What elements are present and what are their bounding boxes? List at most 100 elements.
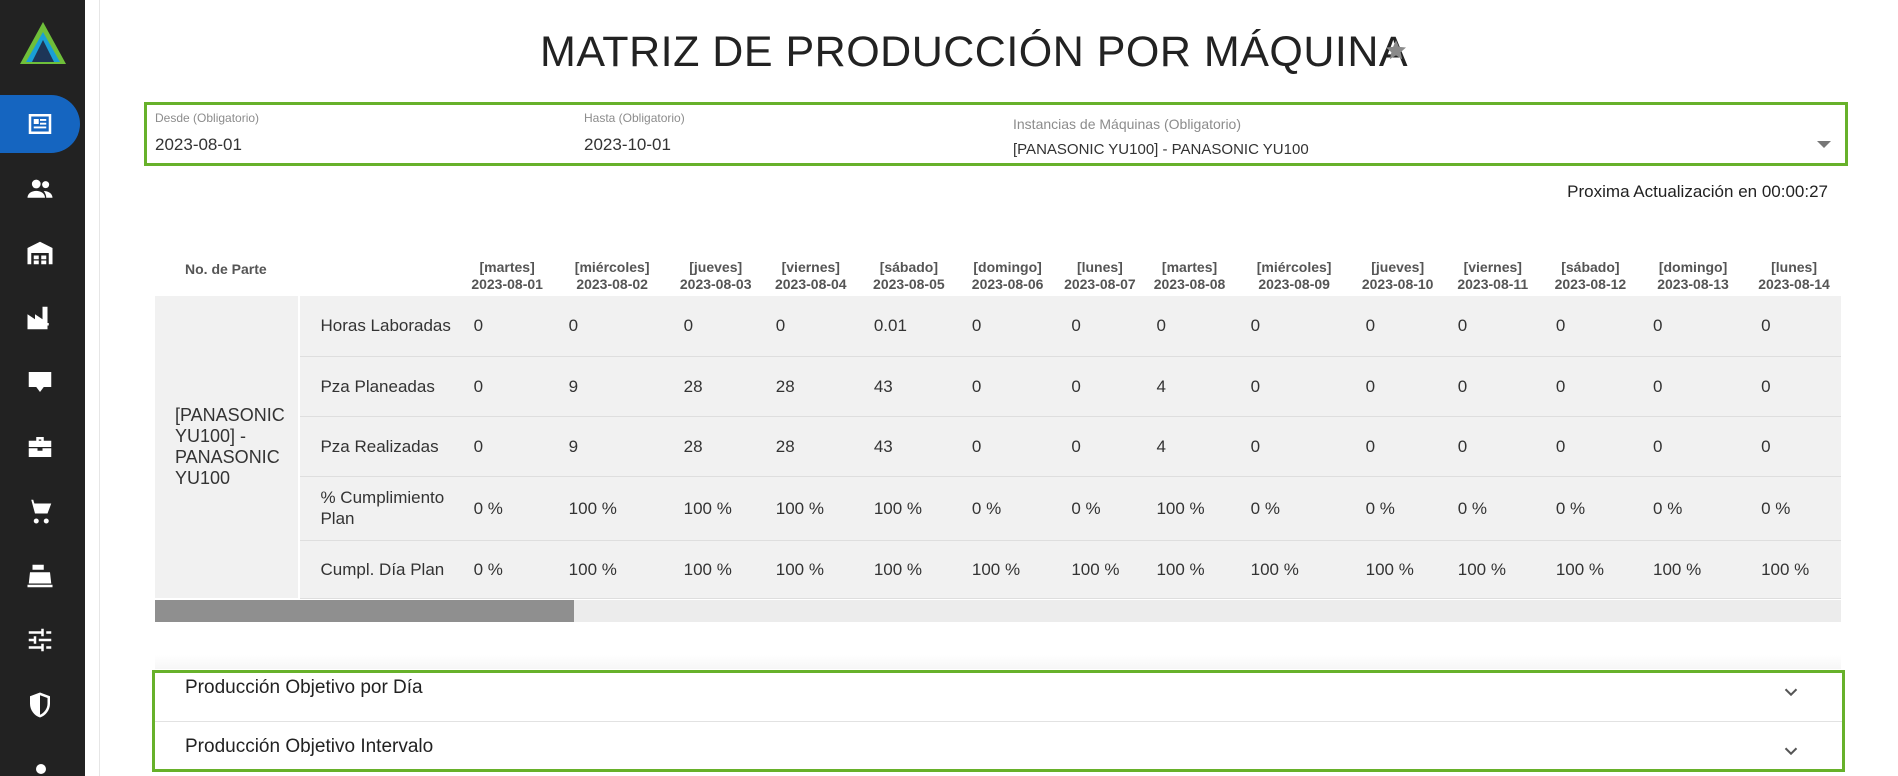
panel-daily-target-label: Producción Objetivo por Día	[185, 677, 423, 698]
nav-quality[interactable]	[0, 353, 80, 411]
register-icon	[27, 564, 53, 588]
day-header: [lunes] 2023-08-14	[1747, 232, 1841, 296]
value-cell: 0	[1057, 296, 1143, 357]
nav-purchases[interactable]	[0, 482, 80, 540]
day-header: [jueves] 2023-08-03	[670, 232, 762, 296]
nav-factory[interactable]	[0, 289, 80, 347]
date-from-field[interactable]: Desde (Obligatorio) 2023-08-01	[155, 105, 575, 163]
value-cell: 4	[1142, 356, 1237, 417]
sidebar	[0, 0, 85, 776]
value-cell: 100 %	[1351, 540, 1444, 599]
filter-bar: Desde (Obligatorio) 2023-08-01 Hasta (Ob…	[144, 102, 1848, 166]
day-name: [domingo]	[973, 259, 1042, 275]
value-cell: 0.01	[859, 296, 958, 357]
value-cell: 0 %	[1351, 476, 1444, 541]
scroll-track[interactable]	[155, 600, 1841, 622]
value-cell: 0	[1639, 356, 1748, 417]
panel-daily-target[interactable]: Producción Objetivo por Día	[155, 673, 1842, 721]
value-cell: 0 %	[1057, 476, 1143, 541]
nav-pos[interactable]	[0, 547, 80, 605]
value-cell: 0	[669, 296, 762, 357]
chevron-down-icon[interactable]	[1780, 681, 1802, 703]
value-cell: 0	[1541, 356, 1640, 417]
date-to-input[interactable]: 2023-10-01	[584, 135, 671, 154]
value-cell: 0	[554, 296, 670, 357]
day-header: [viernes] 2023-08-11	[1444, 232, 1542, 296]
value-cell: 0	[1236, 356, 1352, 417]
value-cell: 0	[1541, 296, 1640, 357]
more-dot-icon[interactable]	[36, 764, 46, 774]
value-cell: 100 %	[859, 476, 958, 541]
day-date: 2023-08-08	[1153, 276, 1226, 292]
value-cell: 0	[1057, 416, 1143, 477]
metric-label: Cumpl. Día Plan	[298, 540, 460, 599]
value-cell: 28	[669, 356, 762, 417]
machine-instances-label: Instancias de Máquinas (Obligatorio)	[1013, 116, 1242, 132]
day-header: [martes] 2023-08-01	[460, 232, 555, 296]
value-cell: 100 %	[669, 476, 762, 541]
value-cell: 100 %	[554, 540, 670, 599]
value-cell: 100 %	[669, 540, 762, 599]
value-cell: 100 %	[1639, 540, 1748, 599]
date-to-label: Hasta (Obligatorio)	[584, 111, 685, 125]
refresh-countdown: Proxima Actualización en 00:00:27	[1567, 182, 1828, 201]
nav-tools[interactable]	[0, 418, 80, 476]
chevron-down-icon[interactable]	[1780, 740, 1802, 762]
favorite-star-icon[interactable]	[1384, 38, 1408, 62]
day-date: 2023-08-12	[1554, 276, 1627, 292]
nav-users[interactable]	[0, 160, 80, 218]
value-cell: 0	[1541, 416, 1640, 477]
value-cell: 43	[859, 356, 958, 417]
day-date: 2023-08-13	[1657, 276, 1729, 292]
warehouse-icon	[27, 241, 53, 265]
panel-interval-target[interactable]: Producción Objetivo Intervalo	[155, 721, 1842, 769]
value-cell: 100 %	[1443, 540, 1542, 599]
value-cell: 28	[761, 356, 860, 417]
horizontal-scrollbar[interactable]	[155, 600, 574, 622]
logo-icon[interactable]	[20, 22, 66, 64]
toolbox-icon	[28, 437, 52, 457]
date-from-input[interactable]: 2023-08-01	[155, 135, 242, 154]
value-cell: 0	[1443, 416, 1542, 477]
value-cell: 0 %	[459, 540, 555, 599]
machine-instances-select[interactable]: Instancias de Máquinas (Obligatorio) [PA…	[1013, 105, 1843, 163]
day-name: [domingo]	[1658, 259, 1728, 275]
value-cell: 4	[1142, 416, 1237, 477]
nav-warehouse[interactable]	[0, 224, 80, 282]
value-cell: 100 %	[1541, 540, 1640, 599]
day-header: [miércoles] 2023-08-02	[555, 232, 670, 296]
panel-interval-target-label: Producción Objetivo Intervalo	[185, 736, 434, 757]
value-cell: 0	[957, 416, 1058, 477]
day-date: 2023-08-06	[971, 276, 1044, 292]
day-name: [lunes]	[1076, 259, 1123, 275]
value-cell: 0	[1639, 416, 1748, 477]
date-from-label: Desde (Obligatorio)	[155, 111, 260, 125]
value-cell: 0 %	[1443, 476, 1542, 541]
nav-settings[interactable]	[0, 611, 80, 669]
day-date: 2023-08-10	[1361, 276, 1434, 292]
value-cell: 0	[459, 356, 555, 417]
day-header: [domingo] 2023-08-13	[1639, 232, 1747, 296]
dropdown-arrow-icon[interactable]	[1817, 141, 1831, 148]
value-cell: 0	[1351, 416, 1444, 477]
sliders-icon	[28, 628, 52, 652]
value-cell: 0 %	[459, 476, 555, 541]
date-to-field[interactable]: Hasta (Obligatorio) 2023-10-01	[584, 105, 1004, 163]
value-cell: 43	[859, 416, 958, 477]
value-cell: 0	[459, 296, 555, 357]
nav-security[interactable]	[0, 676, 80, 734]
value-cell: 100 %	[554, 476, 670, 541]
value-cell: 100 %	[957, 540, 1058, 599]
machine-instances-value[interactable]: [PANASONIC YU100] - PANASONIC YU100	[1013, 141, 1309, 158]
nav-dashboard[interactable]	[0, 95, 80, 153]
value-cell: 9	[554, 416, 670, 477]
value-cell: 0 %	[957, 476, 1058, 541]
dashboard-icon	[28, 114, 52, 134]
value-cell: 0	[1236, 416, 1352, 477]
value-cell: 28	[761, 416, 860, 477]
metric-label: Pza Realizadas	[298, 416, 460, 477]
day-header: [lunes] 2023-08-07	[1057, 232, 1142, 296]
value-cell: 100 %	[1057, 540, 1143, 599]
value-cell: 100 %	[761, 540, 860, 599]
